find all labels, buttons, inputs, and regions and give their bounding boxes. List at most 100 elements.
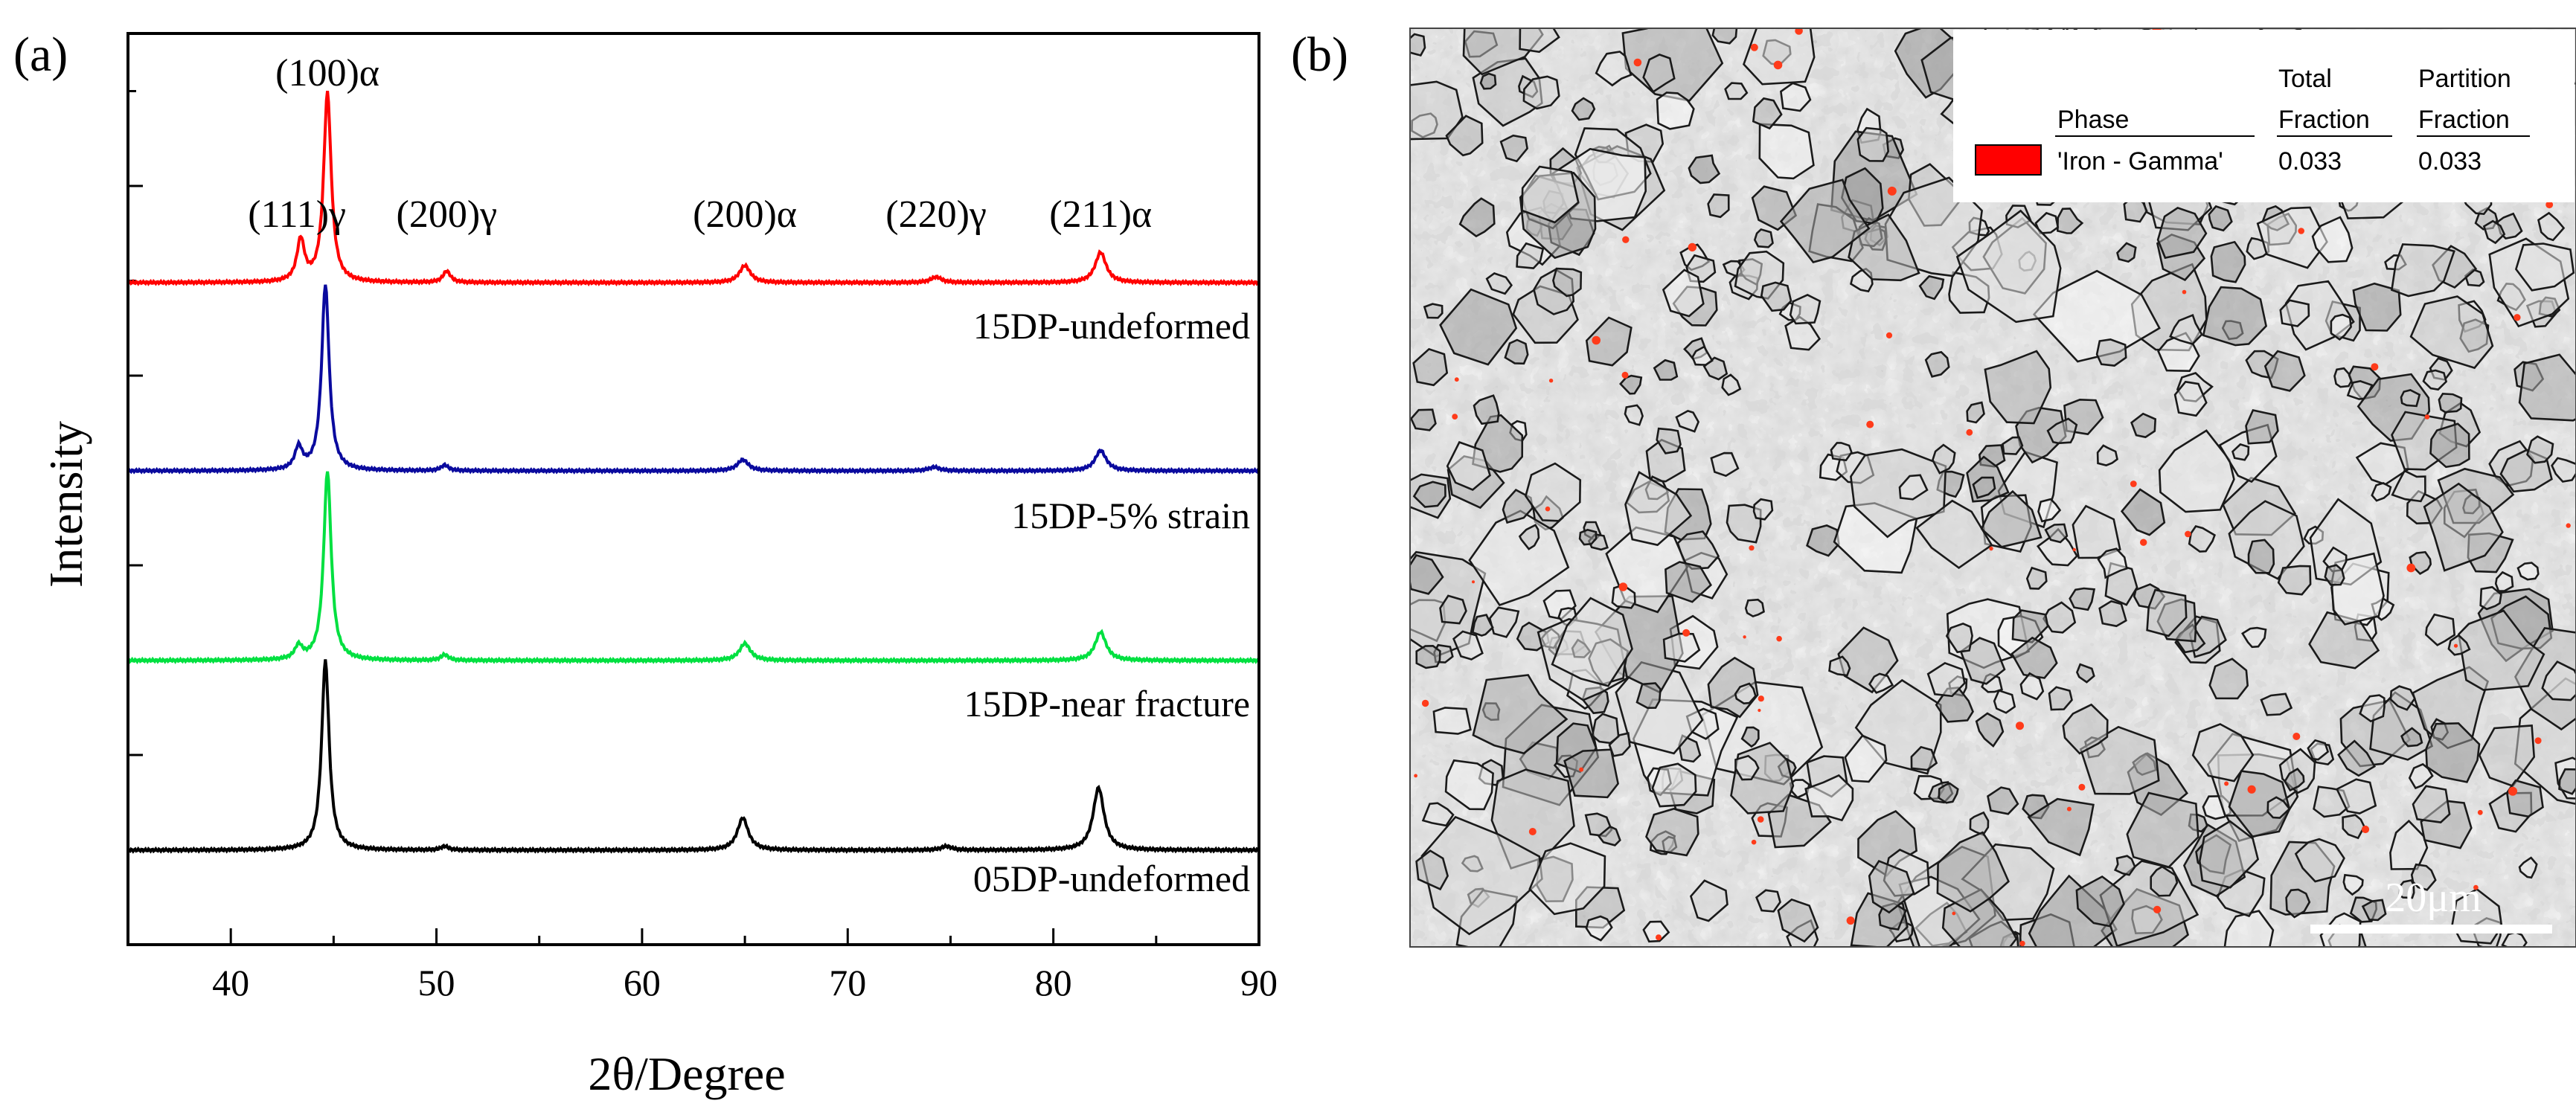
grain xyxy=(2311,216,2354,263)
y-axis-label: Intensity xyxy=(39,421,92,588)
gamma-spot xyxy=(1776,635,1782,642)
grain xyxy=(1665,561,1712,603)
gamma-spot xyxy=(1682,629,1691,637)
grain xyxy=(1595,51,1633,87)
x-tick-label: 40 xyxy=(212,962,249,1003)
grain xyxy=(1415,644,1441,669)
grain xyxy=(1619,374,1643,395)
gamma-spot xyxy=(1579,767,1584,772)
gamma-spot xyxy=(1548,379,1554,383)
grain xyxy=(1955,209,2062,324)
grain xyxy=(2307,739,2330,761)
grain xyxy=(1987,786,2019,815)
grain xyxy=(2228,770,2291,838)
scale-bar-line xyxy=(2310,925,2552,934)
grain xyxy=(2501,931,2528,947)
gamma-spot xyxy=(1421,699,1429,707)
grain xyxy=(2389,685,2416,711)
grain xyxy=(1651,762,1697,808)
grain xyxy=(1571,97,1596,121)
panel-b-label: (b) xyxy=(1291,28,1348,82)
series-label: 15DP-undeformed xyxy=(973,305,1250,347)
grain xyxy=(1984,350,2052,425)
gamma-spot xyxy=(1751,839,1757,845)
gamma-spot xyxy=(2066,806,2072,812)
gamma-spot xyxy=(1773,60,1783,70)
grain xyxy=(2266,796,2291,819)
grain xyxy=(2072,504,2121,559)
grain xyxy=(2424,613,2456,646)
grain xyxy=(1734,682,1757,705)
legend-total-fraction: 0.033 xyxy=(2278,147,2342,176)
grain xyxy=(1691,345,1714,366)
grain xyxy=(2223,910,2275,947)
grain xyxy=(1734,754,1760,781)
grain xyxy=(1485,272,1513,295)
gamma-spot xyxy=(1592,335,1601,345)
gamma-spot xyxy=(1952,911,1956,916)
grain xyxy=(2285,888,2311,919)
grain xyxy=(2044,523,2069,544)
x-tick-label: 90 xyxy=(1240,962,1278,1003)
grain xyxy=(1551,597,1633,687)
grain xyxy=(2075,875,2125,928)
grain xyxy=(1611,584,1636,609)
grain xyxy=(2330,313,2352,341)
grain xyxy=(2202,286,2268,347)
grain xyxy=(1642,53,1676,94)
grain xyxy=(1926,661,1966,698)
grain xyxy=(2551,457,2576,483)
grain xyxy=(2324,564,2345,586)
grain xyxy=(2337,739,2377,777)
grain xyxy=(1656,427,1682,454)
grain xyxy=(2019,672,2045,701)
gamma-spot xyxy=(1688,242,1696,252)
grain xyxy=(1938,782,1959,804)
grain xyxy=(1445,115,1484,157)
grain xyxy=(1721,373,1742,396)
grain xyxy=(2208,205,2233,232)
gamma-spot xyxy=(2371,363,2379,371)
series-label: 15DP-5% strain xyxy=(1011,495,1250,536)
grain xyxy=(1412,347,1449,387)
series-label: 15DP-near fracture xyxy=(964,683,1250,724)
gamma-spot xyxy=(1656,934,1662,941)
gamma-spot xyxy=(2473,884,2479,890)
grain xyxy=(1662,269,1705,318)
legend-total-header-2: Fraction xyxy=(2278,106,2370,134)
grain xyxy=(1519,28,1560,54)
grain xyxy=(1760,281,1792,312)
grain xyxy=(1608,732,1631,757)
grain xyxy=(1755,889,1781,913)
grain xyxy=(1615,661,1704,755)
grain xyxy=(2391,469,2426,503)
grain xyxy=(2011,636,2058,679)
peak-annotation: (211)α xyxy=(1049,193,1152,236)
grain xyxy=(1915,499,1993,569)
grain xyxy=(1468,510,1570,607)
grain xyxy=(2046,417,2078,445)
legend-phase-name: 'Iron - Gamma' xyxy=(2057,147,2223,176)
grain xyxy=(1452,630,1484,661)
grain xyxy=(2095,338,2127,367)
grain xyxy=(1410,553,1444,595)
grain xyxy=(2505,779,2544,818)
gamma-spot xyxy=(1621,371,1629,379)
grain xyxy=(1653,359,1679,381)
grain xyxy=(1724,82,1749,100)
grain xyxy=(1711,28,1738,45)
gamma-spot xyxy=(1454,377,1459,382)
grain xyxy=(2342,814,2365,840)
grain xyxy=(1910,745,1938,771)
grain xyxy=(1412,481,1446,508)
grain xyxy=(2173,380,2208,417)
gamma-spot xyxy=(2545,201,2554,209)
grain xyxy=(1410,408,1437,431)
x-tick-label: 80 xyxy=(1035,962,1072,1003)
grain xyxy=(2126,791,2199,869)
grain xyxy=(2263,350,2306,392)
grain xyxy=(1743,28,1816,86)
grain xyxy=(1806,524,1840,557)
grain xyxy=(1707,193,1730,219)
grain xyxy=(1868,672,1894,694)
